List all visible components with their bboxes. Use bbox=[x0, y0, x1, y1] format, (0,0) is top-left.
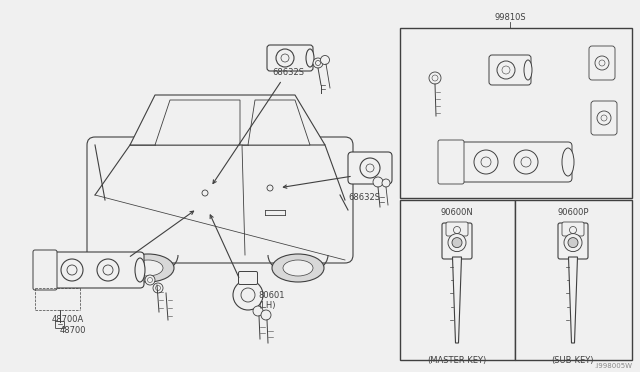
FancyBboxPatch shape bbox=[239, 272, 257, 285]
Circle shape bbox=[321, 55, 330, 64]
Circle shape bbox=[261, 310, 271, 320]
Polygon shape bbox=[155, 100, 240, 145]
FancyBboxPatch shape bbox=[56, 321, 65, 328]
FancyBboxPatch shape bbox=[87, 137, 353, 263]
Circle shape bbox=[597, 111, 611, 125]
Polygon shape bbox=[248, 100, 310, 145]
Circle shape bbox=[373, 177, 383, 187]
Circle shape bbox=[67, 265, 77, 275]
FancyBboxPatch shape bbox=[591, 101, 617, 135]
FancyBboxPatch shape bbox=[446, 222, 468, 236]
Circle shape bbox=[599, 60, 605, 66]
Ellipse shape bbox=[122, 254, 174, 282]
Ellipse shape bbox=[283, 260, 313, 276]
Ellipse shape bbox=[448, 234, 466, 251]
Ellipse shape bbox=[570, 227, 577, 234]
Circle shape bbox=[241, 288, 255, 302]
Circle shape bbox=[145, 275, 155, 285]
FancyBboxPatch shape bbox=[589, 46, 615, 80]
Text: (MASTER-KEY): (MASTER-KEY) bbox=[428, 356, 486, 365]
Circle shape bbox=[502, 66, 510, 74]
Circle shape bbox=[432, 75, 438, 81]
Text: 99810S: 99810S bbox=[494, 13, 526, 22]
Ellipse shape bbox=[568, 238, 578, 248]
Text: .I998005W: .I998005W bbox=[594, 363, 632, 369]
FancyBboxPatch shape bbox=[558, 223, 588, 259]
Circle shape bbox=[281, 54, 289, 62]
Circle shape bbox=[366, 164, 374, 172]
Polygon shape bbox=[452, 257, 461, 343]
Polygon shape bbox=[130, 95, 325, 145]
FancyBboxPatch shape bbox=[267, 45, 313, 71]
FancyBboxPatch shape bbox=[489, 55, 531, 85]
FancyBboxPatch shape bbox=[36, 252, 144, 288]
Ellipse shape bbox=[562, 148, 574, 176]
Circle shape bbox=[429, 72, 441, 84]
Circle shape bbox=[382, 179, 390, 187]
Ellipse shape bbox=[306, 49, 314, 67]
Bar bbox=[400, 200, 515, 360]
Circle shape bbox=[497, 61, 515, 79]
Circle shape bbox=[595, 56, 609, 70]
Polygon shape bbox=[568, 257, 577, 343]
FancyBboxPatch shape bbox=[444, 142, 572, 182]
Text: (SUB-KEY): (SUB-KEY) bbox=[552, 356, 595, 365]
Circle shape bbox=[316, 61, 321, 65]
Ellipse shape bbox=[454, 227, 461, 234]
Ellipse shape bbox=[524, 60, 532, 80]
Circle shape bbox=[202, 190, 208, 196]
Circle shape bbox=[233, 280, 263, 310]
Circle shape bbox=[253, 306, 263, 316]
Circle shape bbox=[313, 58, 323, 68]
Circle shape bbox=[153, 283, 163, 293]
Circle shape bbox=[601, 115, 607, 121]
Text: 68632S: 68632S bbox=[272, 68, 304, 77]
Text: 80601
(LH): 80601 (LH) bbox=[258, 291, 285, 310]
Circle shape bbox=[474, 150, 498, 174]
FancyBboxPatch shape bbox=[33, 250, 57, 290]
Circle shape bbox=[97, 259, 119, 281]
Ellipse shape bbox=[452, 238, 462, 248]
Ellipse shape bbox=[564, 234, 582, 251]
Circle shape bbox=[276, 49, 294, 67]
Circle shape bbox=[514, 150, 538, 174]
Circle shape bbox=[156, 285, 161, 291]
Ellipse shape bbox=[272, 254, 324, 282]
Bar bbox=[400, 28, 632, 198]
Circle shape bbox=[521, 157, 531, 167]
FancyBboxPatch shape bbox=[562, 222, 584, 236]
Text: 68632S: 68632S bbox=[348, 193, 380, 202]
FancyBboxPatch shape bbox=[438, 140, 464, 184]
Text: 48700A: 48700A bbox=[52, 315, 84, 324]
Ellipse shape bbox=[135, 258, 145, 282]
Ellipse shape bbox=[133, 260, 163, 276]
Circle shape bbox=[360, 158, 380, 178]
FancyBboxPatch shape bbox=[442, 223, 472, 259]
Bar bbox=[515, 200, 632, 360]
Circle shape bbox=[61, 259, 83, 281]
Circle shape bbox=[267, 185, 273, 191]
Circle shape bbox=[103, 265, 113, 275]
Text: 48700: 48700 bbox=[60, 326, 86, 335]
Text: 90600N: 90600N bbox=[440, 208, 474, 217]
Circle shape bbox=[147, 278, 152, 282]
FancyBboxPatch shape bbox=[348, 152, 392, 184]
Text: 90600P: 90600P bbox=[557, 208, 589, 217]
Circle shape bbox=[481, 157, 491, 167]
